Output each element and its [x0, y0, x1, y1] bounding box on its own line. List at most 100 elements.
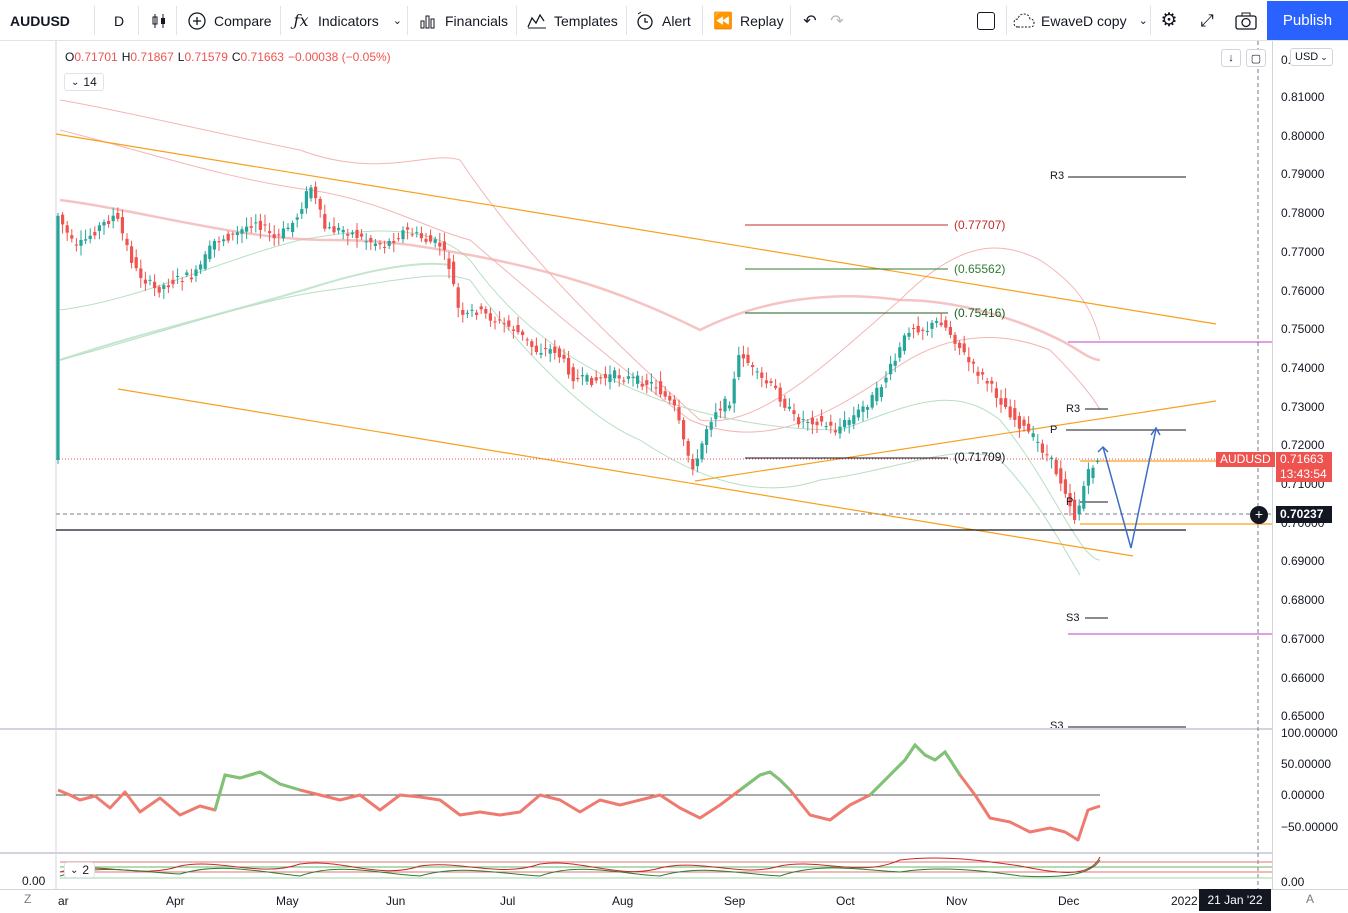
candle-body	[387, 240, 391, 246]
crosshair-add-button[interactable]: +	[1250, 506, 1268, 524]
fullscreen-button[interactable]: ⤢	[1196, 0, 1224, 41]
auto-scale-button[interactable]: A	[1306, 892, 1315, 906]
currency-selector[interactable]: USD ⌄	[1290, 48, 1333, 66]
indicators-button[interactable]: ƒx Indicators ⌄	[290, 0, 402, 41]
candle-body	[792, 410, 796, 415]
candle-body	[410, 234, 414, 236]
candle-body	[116, 213, 120, 219]
candle-body	[649, 381, 653, 384]
candle-body	[884, 377, 888, 383]
candle-body	[691, 459, 695, 470]
candle-body	[134, 257, 138, 269]
replay-button[interactable]: ⏪ Replay	[712, 0, 784, 41]
candle-body	[709, 422, 713, 430]
rewind-icon: ⏪	[713, 12, 733, 30]
candle-body	[263, 224, 267, 226]
fib-label: (0.77707)	[954, 218, 1006, 232]
candle-body	[212, 240, 216, 250]
candle-body	[1027, 423, 1031, 432]
pivot-label: P	[1066, 496, 1074, 508]
price-tick: 0.77000	[1281, 244, 1325, 259]
candle-body	[723, 398, 727, 412]
scroll-down-button[interactable]: ↓	[1221, 49, 1241, 67]
indicators-toggle[interactable]: ⌄ 14	[64, 73, 104, 91]
candle-body	[498, 319, 502, 321]
undo-button[interactable]: ↶	[799, 0, 827, 41]
candle-body	[240, 229, 244, 234]
candle-body	[935, 321, 939, 323]
candle-body	[1045, 454, 1049, 456]
candle-body	[130, 246, 134, 263]
alert-button[interactable]: Alert	[634, 0, 691, 41]
candle-body	[1077, 505, 1081, 515]
ohlc-legend: O 0.71701 H 0.71867 L 0.71579 C 0.71663 −0.0…	[65, 50, 391, 64]
candle-body	[576, 378, 580, 380]
candle-body	[84, 239, 88, 241]
candle-body	[143, 279, 147, 284]
close-value: 0.71663	[240, 50, 284, 64]
high-label: H	[121, 50, 131, 64]
candle-body	[148, 279, 152, 281]
candle-body	[562, 354, 566, 359]
candle-body	[981, 372, 985, 375]
candle-body	[769, 381, 773, 383]
interval-button[interactable]: D	[114, 0, 124, 41]
sub-indicators-toggle[interactable]: ⌄ 2	[64, 862, 96, 878]
candle-body	[801, 419, 805, 421]
candle-body	[626, 376, 630, 379]
candle-body	[833, 430, 837, 433]
price-tick: 0.67000	[1281, 631, 1325, 646]
candle-body	[470, 309, 474, 311]
financials-label: Financials	[445, 12, 509, 29]
envelope-bands	[59, 99, 1101, 576]
chart-style-button[interactable]	[148, 0, 176, 41]
compare-button[interactable]: Compare	[186, 0, 272, 41]
candle-body	[157, 286, 161, 293]
candle-body	[465, 312, 469, 314]
select-layout-checkbox[interactable]	[977, 0, 995, 41]
candle-body	[603, 373, 607, 379]
low-value: 0.71579	[184, 50, 228, 64]
candle-body	[314, 186, 318, 199]
price-tick: 0.78000	[1281, 206, 1325, 221]
candle-body	[829, 421, 833, 426]
symbol-search[interactable]: AUDUSD	[10, 0, 70, 41]
candle-body	[852, 415, 856, 424]
time-axis[interactable]: ar Apr May Jun Jul Aug Sep Oct Nov Dec 2022	[0, 889, 1348, 913]
layout-menu-button[interactable]: EwaveD copy ⌄	[1013, 0, 1148, 41]
templates-button[interactable]: Templates	[526, 0, 618, 41]
indicator-count: 14	[83, 75, 97, 89]
financials-button[interactable]: Financials	[417, 0, 508, 41]
zoom-icon[interactable]: Z	[24, 892, 32, 906]
osc-tick: 50.00000	[1281, 757, 1332, 771]
candle-body	[695, 458, 699, 467]
redo-button[interactable]: ↷	[826, 0, 854, 41]
candle-body	[153, 281, 157, 289]
candle-body	[378, 243, 382, 245]
undo-icon: ↶	[803, 12, 817, 30]
candle-body	[304, 191, 308, 209]
candle-body	[787, 406, 791, 409]
candle-body	[65, 225, 69, 233]
sub-indicator-count: 2	[82, 863, 90, 877]
candle-body	[534, 345, 538, 353]
candle-body	[912, 328, 916, 330]
settings-button[interactable]: ⚙	[1158, 0, 1186, 41]
candle-body	[925, 330, 929, 332]
candle-body	[79, 239, 83, 246]
oscillator-line	[57, 743, 1101, 842]
candle-body	[1086, 469, 1090, 486]
price-tick: 0.68000	[1281, 593, 1325, 608]
currency-label: USD	[1295, 51, 1319, 63]
maximize-pane-button[interactable]: ▢	[1246, 49, 1266, 67]
time-tick: Oct	[836, 894, 855, 908]
time-tick: ar	[58, 894, 69, 908]
candle-body	[672, 399, 676, 406]
candle-body	[843, 419, 847, 428]
snapshot-button[interactable]	[1235, 0, 1263, 41]
candle-body	[659, 381, 663, 395]
candle-body	[921, 329, 925, 331]
candle-body	[571, 367, 575, 382]
publish-button[interactable]: Publish	[1267, 1, 1348, 40]
